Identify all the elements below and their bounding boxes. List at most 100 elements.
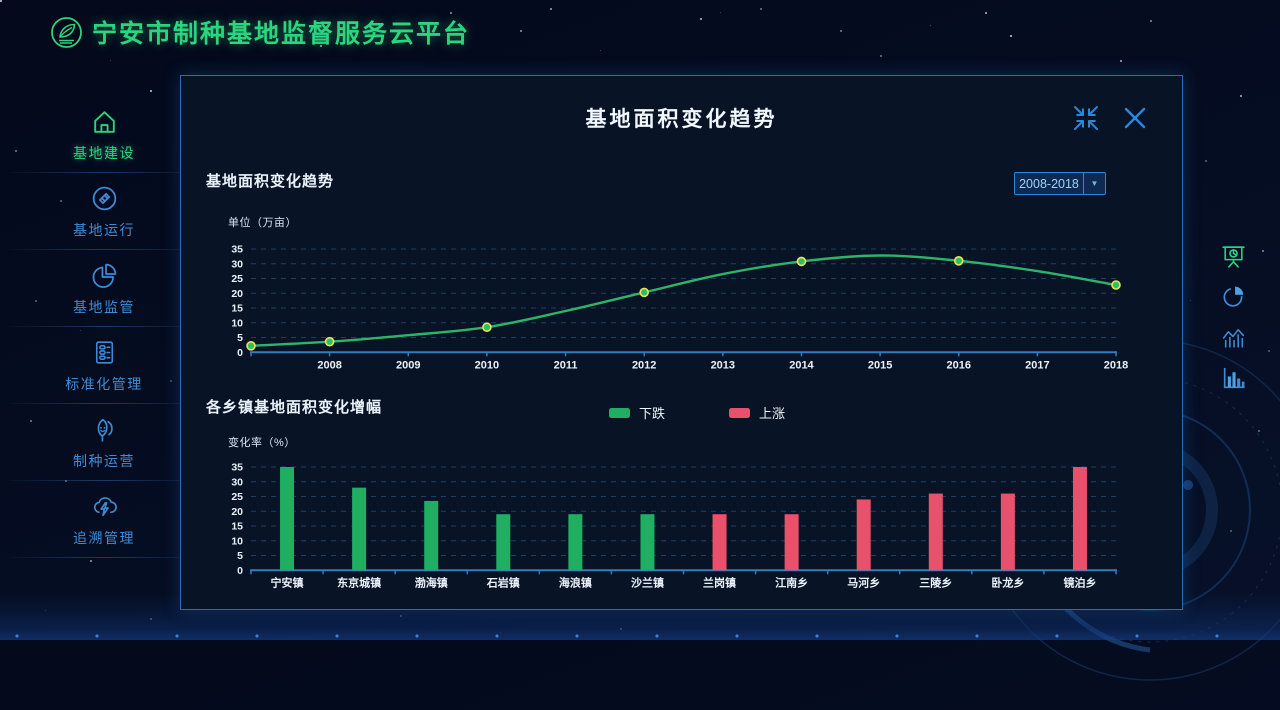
bar bbox=[352, 487, 367, 571]
bar-chart-unit-label: 变化率（%） bbox=[228, 437, 296, 449]
up-legend-label: 上涨 bbox=[759, 406, 786, 421]
data-point-marker bbox=[639, 287, 649, 298]
y-tick-label: 5 bbox=[237, 332, 243, 344]
seed-leaf-icon bbox=[89, 414, 120, 445]
bar bbox=[496, 514, 511, 571]
x-tick-label: 2016 bbox=[946, 359, 970, 371]
line-chart-unit-label: 单位（万亩） bbox=[228, 217, 297, 229]
data-point-marker bbox=[246, 341, 256, 351]
x-category-label: 海浪镇 bbox=[559, 575, 592, 589]
data-point-marker bbox=[796, 256, 807, 267]
year-range-select[interactable]: 2008-2018 ▼ bbox=[1014, 172, 1106, 195]
sidebar-nav: 基地建设 基地运行 基地监管 标准 bbox=[0, 96, 208, 558]
up-legend-swatch bbox=[729, 407, 751, 418]
modal-title: 基地面积变化趋势 bbox=[585, 108, 778, 131]
x-tick-label: 2018 bbox=[1104, 359, 1128, 371]
sidebar-item-label: 追溯管理 bbox=[73, 530, 135, 546]
year-range-value: 2008-2018 bbox=[1019, 176, 1079, 191]
y-tick-label: 5 bbox=[237, 550, 243, 562]
bar bbox=[280, 467, 295, 571]
y-tick-label: 20 bbox=[231, 506, 243, 518]
y-tick-label: 20 bbox=[231, 288, 243, 300]
sidebar-item-label: 制种运营 bbox=[73, 453, 135, 469]
y-tick-label: 10 bbox=[231, 317, 243, 329]
y-tick-label: 15 bbox=[231, 303, 243, 315]
trend-line bbox=[250, 254, 1117, 348]
data-point-marker bbox=[1111, 280, 1121, 290]
y-tick-label: 30 bbox=[231, 258, 243, 270]
app-logo-icon bbox=[50, 16, 83, 49]
x-tick-label: 2011 bbox=[554, 359, 578, 371]
x-tick-label: 2010 bbox=[475, 359, 499, 371]
x-tick-label: 2009 bbox=[396, 359, 420, 371]
x-category-label: 江南乡 bbox=[775, 575, 808, 589]
bar bbox=[568, 514, 583, 571]
bar bbox=[424, 500, 439, 571]
x-category-label: 宁安镇 bbox=[271, 575, 304, 589]
close-icon[interactable] bbox=[1119, 102, 1151, 134]
bar bbox=[1072, 467, 1087, 571]
x-category-label: 渤海镇 bbox=[415, 575, 448, 589]
sidebar-item-label: 基地监管 bbox=[73, 299, 135, 315]
x-category-label: 沙兰镇 bbox=[631, 575, 664, 589]
township-change-bar-chart: 0 5 10 15 20 25 30 35 宁安镇 东京城镇 渤海镇 石岩镇 海浪镇 沙兰镇 兰岗镇 江南乡 马… bbox=[231, 462, 1117, 589]
collapse-icon[interactable] bbox=[1070, 102, 1102, 134]
y-tick-label: 15 bbox=[231, 521, 243, 533]
x-tick-label: 2008 bbox=[317, 359, 341, 371]
bar bbox=[712, 514, 727, 571]
right-toolbar bbox=[1219, 241, 1247, 392]
bar-chart-legend: 下跌 上涨 bbox=[609, 403, 785, 422]
x-tick-label: 2017 bbox=[1025, 359, 1049, 371]
y-tick-label: 35 bbox=[231, 244, 243, 256]
sidebar-item-label: 标准化管理 bbox=[65, 376, 143, 392]
down-legend-swatch bbox=[609, 407, 630, 418]
x-category-label: 马河乡 bbox=[847, 575, 880, 589]
home-icon bbox=[89, 106, 120, 137]
y-tick-label: 35 bbox=[231, 462, 243, 474]
sidebar-item-standardization[interactable]: 标准化管理 bbox=[0, 327, 208, 404]
sidebar-item-traceability[interactable]: 追溯管理 bbox=[0, 481, 208, 558]
y-tick-label: 0 bbox=[237, 347, 243, 359]
down-legend-label: 下跌 bbox=[639, 406, 666, 421]
sidebar-item-label: 基地建设 bbox=[73, 145, 135, 161]
sidebar-item-base-construction[interactable]: 基地建设 bbox=[0, 96, 208, 173]
bar bbox=[640, 514, 655, 571]
bottom-dot-strip bbox=[14, 633, 1280, 639]
legend-item-up[interactable]: 上涨 bbox=[729, 403, 785, 422]
bar-chart-icon[interactable] bbox=[1219, 364, 1247, 392]
compass-ruler-icon bbox=[89, 183, 120, 214]
data-point-marker bbox=[953, 256, 964, 266]
x-category-label: 东京城镇 bbox=[337, 575, 381, 589]
x-category-label: 卧龙乡 bbox=[991, 575, 1024, 589]
x-category-label: 三陵乡 bbox=[919, 575, 952, 589]
bar bbox=[856, 499, 871, 571]
app-header: 宁安市制种基地监督服务云平台 bbox=[50, 14, 470, 50]
trend-lines-icon[interactable] bbox=[1219, 323, 1247, 351]
pie-chart-icon bbox=[89, 260, 120, 291]
cloud-bolt-icon bbox=[89, 491, 120, 522]
data-point-marker bbox=[324, 336, 335, 347]
y-tick-label: 0 bbox=[237, 565, 243, 577]
x-tick-label: 2014 bbox=[789, 359, 814, 371]
bar-section-title: 各乡镇基地面积变化增幅 bbox=[206, 399, 383, 416]
app-title: 宁安市制种基地监督服务云平台 bbox=[92, 20, 471, 48]
x-tick-label: 2012 bbox=[632, 359, 656, 371]
sidebar-item-base-operation[interactable]: 基地运行 bbox=[0, 173, 208, 250]
presentation-chart-icon[interactable] bbox=[1219, 241, 1247, 269]
pie-icon[interactable] bbox=[1219, 282, 1247, 310]
bar bbox=[784, 514, 799, 571]
y-tick-label: 30 bbox=[231, 476, 243, 488]
sidebar-item-base-supervision[interactable]: 基地监管 bbox=[0, 250, 208, 327]
x-tick-label: 2013 bbox=[711, 359, 735, 371]
area-trend-modal: 基地面积变化趋势 基地面积变化趋势 2008-2018 ▼ 单位（万亩） 0 5 1… bbox=[180, 75, 1183, 610]
x-category-label: 石岩镇 bbox=[486, 575, 520, 589]
bar bbox=[1000, 493, 1015, 571]
x-tick-label: 2015 bbox=[868, 359, 892, 371]
data-point-marker bbox=[482, 322, 492, 333]
legend-item-down[interactable]: 下跌 bbox=[609, 403, 665, 422]
y-tick-label: 25 bbox=[231, 491, 243, 503]
x-category-label: 镜泊乡 bbox=[1063, 575, 1096, 589]
sidebar-item-label: 基地运行 bbox=[73, 222, 135, 238]
sidebar-item-seed-operation[interactable]: 制种运营 bbox=[0, 404, 208, 481]
bar bbox=[928, 493, 943, 571]
